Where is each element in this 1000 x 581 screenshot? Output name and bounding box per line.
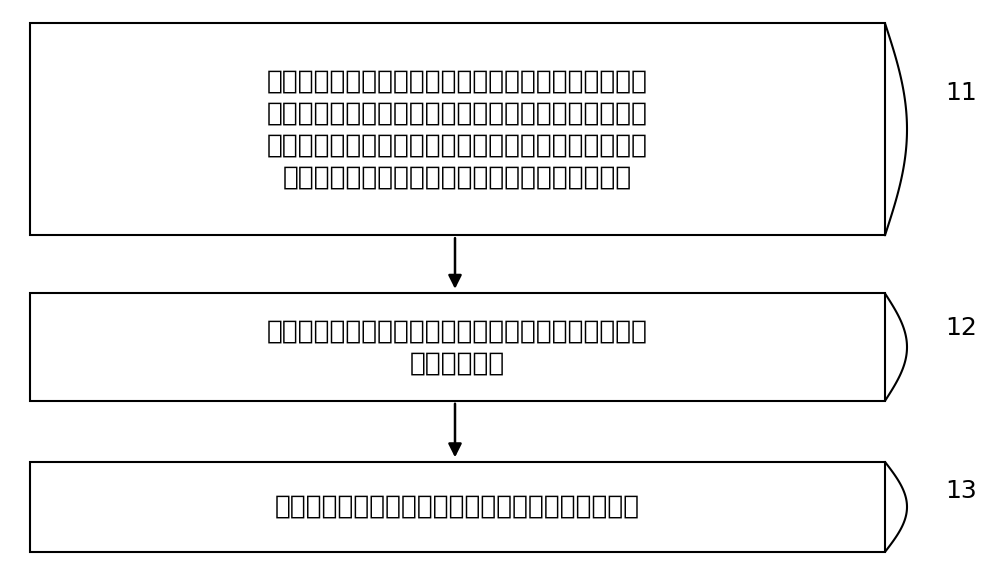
Text: 13: 13 [945,479,977,503]
Text: 12: 12 [945,316,977,340]
Text: 自对应的声压: 自对应的声压 [410,350,505,376]
Bar [30,23,885,235]
Text: 将车辆上的一个车轮确定为待测试车轮，向待测试车轮: 将车辆上的一个车轮确定为待测试车轮，向待测试车轮 [267,69,648,94]
Bar [30,293,885,401]
Text: 充入第一介质且向剩余的车轮充入空腔模态频率高于所: 充入第一介质且向剩余的车轮充入空腔模态频率高于所 [267,101,648,126]
Text: 确定声压最大的其中一个待测试车轮为所述目标车轮: 确定声压最大的其中一个待测试车轮为所述目标车轮 [275,494,640,520]
Text: 11: 11 [945,81,977,105]
Text: 获取车辆上的四个待测试车轮在所述预定测试工况下各: 获取车辆上的四个待测试车轮在所述预定测试工况下各 [267,318,648,344]
Text: 至少一个声压响应点处布置用于采集声压的传声器: 至少一个声压响应点处布置用于采集声压的传声器 [283,164,632,190]
Text: 述第一介质的空腔模态频率的第二介质，并在车厢内的: 述第一介质的空腔模态频率的第二介质，并在车厢内的 [267,132,648,158]
Bar [30,462,885,552]
